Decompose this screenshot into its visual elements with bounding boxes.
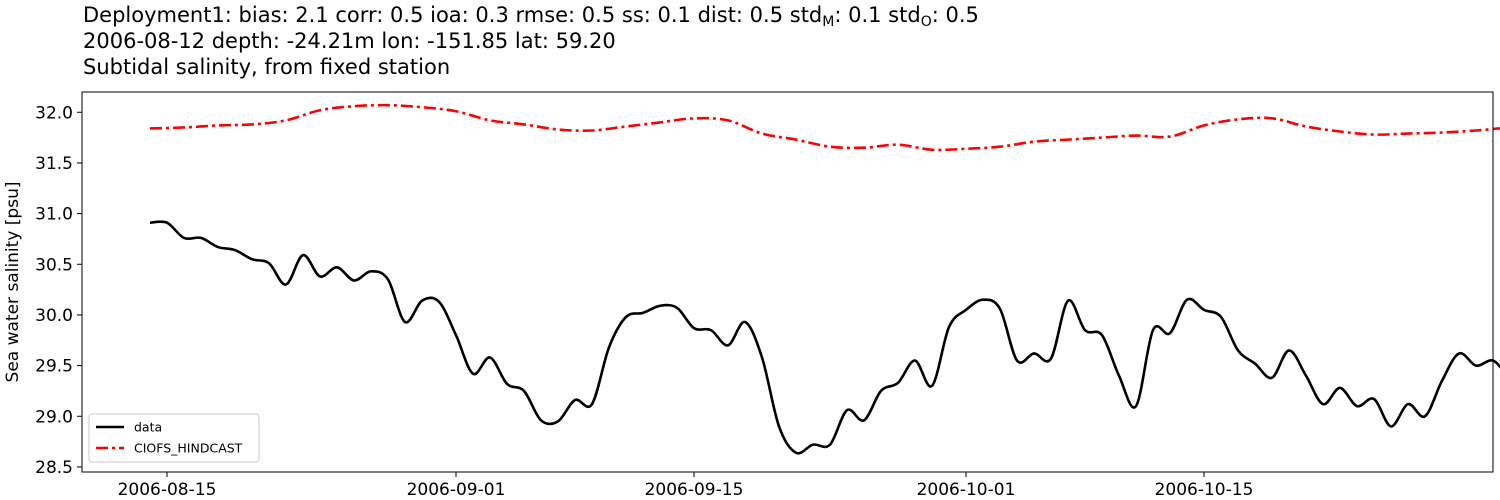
y-tick-label: 30.5 [35, 255, 73, 275]
chart-title-sub-o: O [920, 14, 932, 30]
chart-title-seg: Deployment1: bias: 2.1 corr: 0.5 ioa: 0.… [83, 3, 823, 27]
chart-title-line-2: 2006-08-12 depth: -24.21m lon: -151.85 l… [83, 29, 616, 53]
x-tick-label: 2006-08-15 [118, 480, 217, 500]
y-axis-label: Sea water salinity [psu] [3, 182, 23, 383]
chart-title-sub-m: M [822, 14, 835, 30]
chart-title-seg: : 0.1 std [834, 3, 921, 27]
x-tick-label: 2006-09-15 [645, 480, 744, 500]
x-axis-ticks: 2006-08-15 2006-09-01 2006-09-15 2006-10-01… [118, 472, 1254, 500]
plot-marks [149, 103, 1500, 455]
x-tick-label: 2006-09-01 [407, 480, 506, 500]
x-tick-label: 2006-10-01 [917, 480, 1016, 500]
series-line-ciofs-hindcast [149, 103, 1500, 152]
chart-title-block: Deployment1: bias: 2.1 corr: 0.5 ioa: 0.… [83, 2, 979, 80]
x-tick-label: 2006-10-15 [1155, 480, 1254, 500]
legend-label-data: data [134, 420, 162, 435]
chart-title-seg: : 0.5 [931, 3, 979, 27]
y-tick-label: 28.5 [35, 458, 73, 478]
chart-title-line-3: Subtidal salinity, from fixed station [83, 55, 451, 79]
y-tick-label: 31.5 [35, 154, 73, 174]
legend-box [88, 413, 260, 463]
chart-title-line-1: Deployment1: bias: 2.1 corr: 0.5 ioa: 0.… [83, 2, 979, 30]
y-tick-label: 29.0 [35, 407, 73, 427]
y-axis-ticks: 28.5 29.0 29.5 30.0 30.5 31.0 31.5 32.0 [35, 103, 82, 478]
legend-label-ciofs-hindcast: CIOFS_HINDCAST [134, 441, 243, 456]
y-tick-label: 30.0 [35, 306, 73, 326]
legend: data CIOFS_HINDCAST [88, 413, 260, 463]
series-line-data [149, 220, 1500, 455]
y-tick-label: 32.0 [35, 103, 73, 123]
y-tick-label: 29.5 [35, 357, 73, 377]
y-tick-label: 31.0 [35, 205, 73, 225]
plot-frame [81, 91, 1494, 473]
